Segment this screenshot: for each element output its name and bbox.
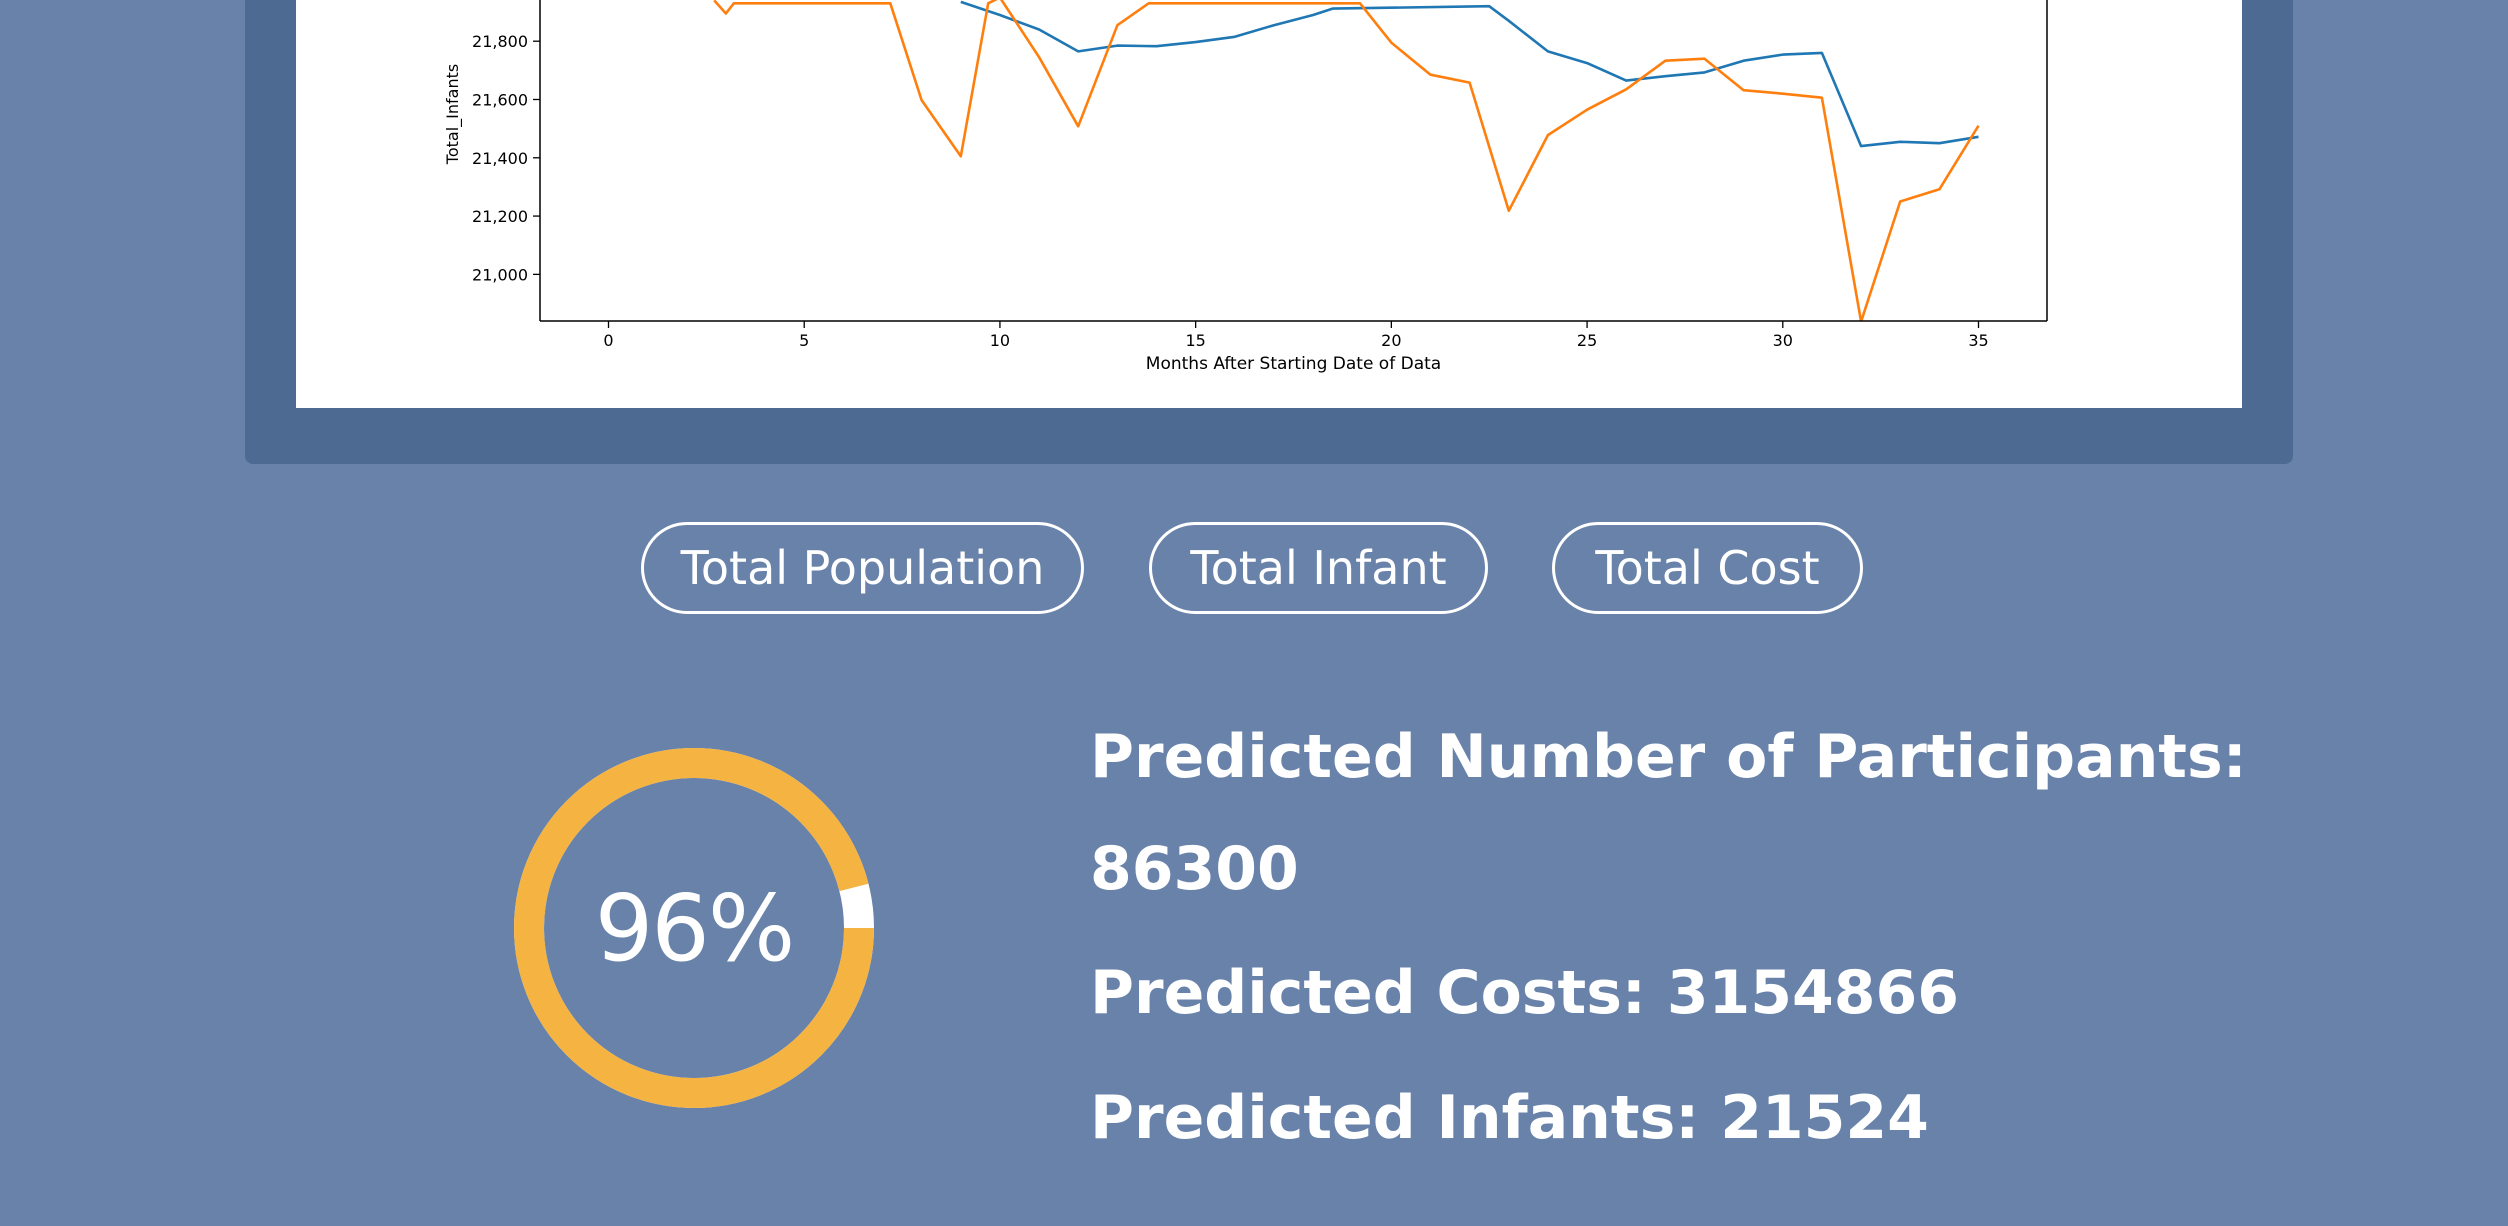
- y-tick-label: 21,000: [472, 265, 528, 284]
- series-line-2: [713, 0, 1980, 321]
- y-tick-label: 21,400: [472, 149, 528, 168]
- participants-label: Predicted Number of Participants:: [1090, 722, 2247, 792]
- costs-value: 3154866: [1666, 958, 1960, 1028]
- costs-label: Predicted Costs:: [1090, 958, 1646, 1028]
- x-axis-label: Months After Starting Date of Data: [1146, 354, 1441, 374]
- chart-card: 0 5 10 15 20 25 30 35 21,000 21,200 21,400 21,600 21…: [296, 0, 2242, 408]
- metric-button-row: Total Population Total Infant Total Cost: [0, 522, 2508, 618]
- gauge-percent-label: 96%: [594, 874, 795, 982]
- infants-label: Predicted Infants:: [1090, 1083, 1700, 1153]
- x-tick-label: 20: [1381, 331, 1401, 350]
- costs-line: Predicted Costs: 3154866: [1090, 963, 1959, 1023]
- participants-value: 86300: [1090, 834, 1299, 904]
- gauge-progress-arc: [514, 748, 874, 1108]
- x-tick-label: 30: [1773, 331, 1793, 350]
- line-chart: 0 5 10 15 20 25 30 35 21,000 21,200 21,400 21,600 21…: [443, 0, 2048, 374]
- y-axis-label: Total_Infants: [443, 64, 463, 165]
- y-tick-label: 21,600: [472, 90, 528, 109]
- x-tick-label: 5: [799, 331, 809, 350]
- percent-gauge: 96%: [513, 747, 875, 1109]
- total-population-button[interactable]: Total Population: [641, 522, 1084, 614]
- series-line-1: [960, 0, 1979, 148]
- infants-line: Predicted Infants: 21524: [1090, 1088, 1929, 1148]
- chart-panel: 0 5 10 15 20 25 30 35 21,000 21,200 21,400 21,600 21…: [245, 0, 2293, 464]
- x-tick-label: 35: [1968, 331, 1988, 350]
- x-tick-label: 0: [603, 331, 613, 350]
- gauge-ring: [514, 748, 874, 1108]
- total-cost-button[interactable]: Total Cost: [1552, 522, 1863, 614]
- y-tick-label: 21,800: [472, 32, 528, 51]
- total-infant-button[interactable]: Total Infant: [1149, 522, 1488, 614]
- x-tick-label: 10: [990, 331, 1010, 350]
- y-tick-label: 21,200: [472, 207, 528, 226]
- infants-value: 21524: [1720, 1083, 1929, 1153]
- x-tick-label: 15: [1185, 331, 1205, 350]
- x-tick-label: 25: [1577, 331, 1597, 350]
